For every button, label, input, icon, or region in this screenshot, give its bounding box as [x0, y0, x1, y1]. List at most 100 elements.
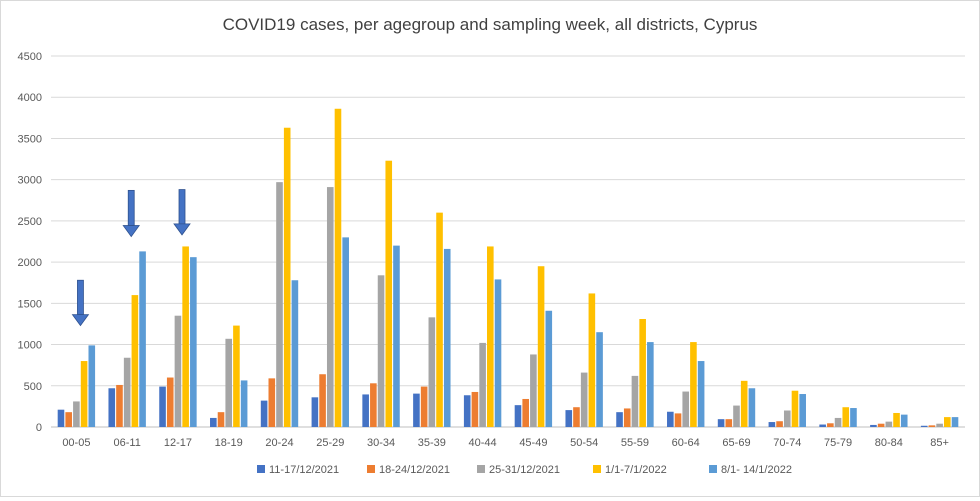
- arrow-head: [71, 314, 90, 327]
- bar: [928, 425, 936, 427]
- bar: [283, 127, 291, 427]
- bar: [920, 425, 928, 427]
- bar: [850, 408, 857, 427]
- bar: [870, 424, 877, 427]
- bar: [580, 372, 588, 427]
- bar: [291, 280, 299, 427]
- arrow-shaft: [178, 189, 186, 225]
- legend-item: 1/1-7/1/2022: [593, 464, 667, 476]
- legend-label: 8/1- 14/1/2022: [721, 464, 792, 476]
- bar: [616, 412, 623, 427]
- bar: [791, 390, 799, 427]
- x-tick-label: 20-24: [265, 437, 293, 449]
- x-tick-label: 30-34: [367, 437, 395, 449]
- bar: [276, 182, 283, 427]
- legend-swatch: [257, 465, 265, 473]
- annotation-arrow: [122, 189, 141, 238]
- bar: [159, 386, 166, 427]
- x-tick-label: 40-44: [469, 437, 497, 449]
- chart-title: COVID19 cases, per agegroup and sampling…: [223, 15, 758, 34]
- bar: [57, 409, 65, 427]
- legend-swatch: [367, 465, 375, 473]
- legend-swatch: [709, 465, 717, 473]
- y-tick-label: 3000: [18, 175, 42, 187]
- bar: [393, 245, 400, 427]
- legend-label: 25-31/12/2021: [489, 464, 560, 476]
- x-tick-label: 60-64: [672, 437, 700, 449]
- bar: [667, 411, 674, 427]
- bar: [436, 212, 443, 427]
- x-axis-ticks: 00-05 06-11 12-17 18-19 20-24 25-29 30-34 35-39…: [62, 437, 949, 449]
- x-tick-label: 80-84: [875, 437, 903, 449]
- bar: [225, 338, 233, 427]
- bar: [530, 354, 537, 427]
- y-tick-label: 4000: [18, 92, 42, 104]
- annotation-arrow: [71, 279, 90, 327]
- legend-swatch: [477, 465, 485, 473]
- bar: [420, 386, 428, 427]
- bar: [733, 405, 740, 427]
- bar: [596, 332, 603, 427]
- legend-item: 18-24/12/2021: [367, 464, 450, 476]
- x-tick-label: 35-39: [418, 437, 446, 449]
- gridlines: [51, 55, 965, 428]
- bar: [217, 412, 225, 427]
- bar: [514, 405, 522, 427]
- y-tick-label: 3500: [18, 133, 42, 145]
- bar: [182, 246, 189, 427]
- bar: [240, 380, 248, 427]
- bar: [123, 357, 131, 427]
- bar: [479, 342, 486, 427]
- bar: [319, 374, 326, 427]
- y-tick-label: 2000: [18, 257, 42, 269]
- bar: [819, 424, 826, 427]
- bar: [951, 417, 959, 427]
- bar: [342, 237, 349, 427]
- x-tick-label: 75-79: [824, 437, 852, 449]
- bar: [768, 422, 776, 427]
- bar: [65, 412, 72, 427]
- arrow-shaft: [77, 279, 84, 315]
- bar: [116, 384, 123, 427]
- bar: [326, 187, 334, 427]
- x-tick-label: 06-11: [114, 437, 141, 449]
- x-tick-label: 25-29: [316, 437, 344, 449]
- bar: [370, 383, 377, 427]
- bars: [57, 108, 959, 428]
- bar: [377, 275, 385, 427]
- bar: [463, 395, 471, 427]
- bar: [900, 414, 908, 427]
- bar: [893, 412, 900, 427]
- x-tick-label: 50-54: [570, 437, 598, 449]
- legend-item: 8/1- 14/1/2022: [709, 464, 792, 476]
- bar: [233, 325, 240, 427]
- bar: [268, 378, 276, 427]
- bar: [697, 361, 705, 427]
- annotation-arrow: [173, 189, 191, 236]
- x-tick-label: 85+: [930, 437, 949, 449]
- annotations: [71, 189, 191, 327]
- x-tick-label: 55-59: [621, 437, 649, 449]
- bar: [522, 398, 529, 427]
- bar: [166, 377, 174, 427]
- bar: [885, 421, 893, 427]
- legend-item: 25-31/12/2021: [477, 464, 560, 476]
- bar: [783, 410, 791, 427]
- bar: [545, 310, 553, 427]
- bar: [573, 407, 580, 427]
- bar: [834, 417, 842, 427]
- legend-item: 11-17/12/2021: [257, 464, 339, 476]
- bar: [174, 315, 182, 427]
- bar: [827, 423, 834, 427]
- bar: [842, 407, 850, 427]
- bar: [210, 417, 217, 427]
- x-tick-label: 70-74: [773, 437, 801, 449]
- bar: [334, 108, 342, 428]
- arrow-head: [122, 225, 141, 238]
- bar: [565, 410, 573, 427]
- bar: [799, 394, 806, 427]
- bar: [647, 342, 654, 427]
- bar: [311, 397, 319, 427]
